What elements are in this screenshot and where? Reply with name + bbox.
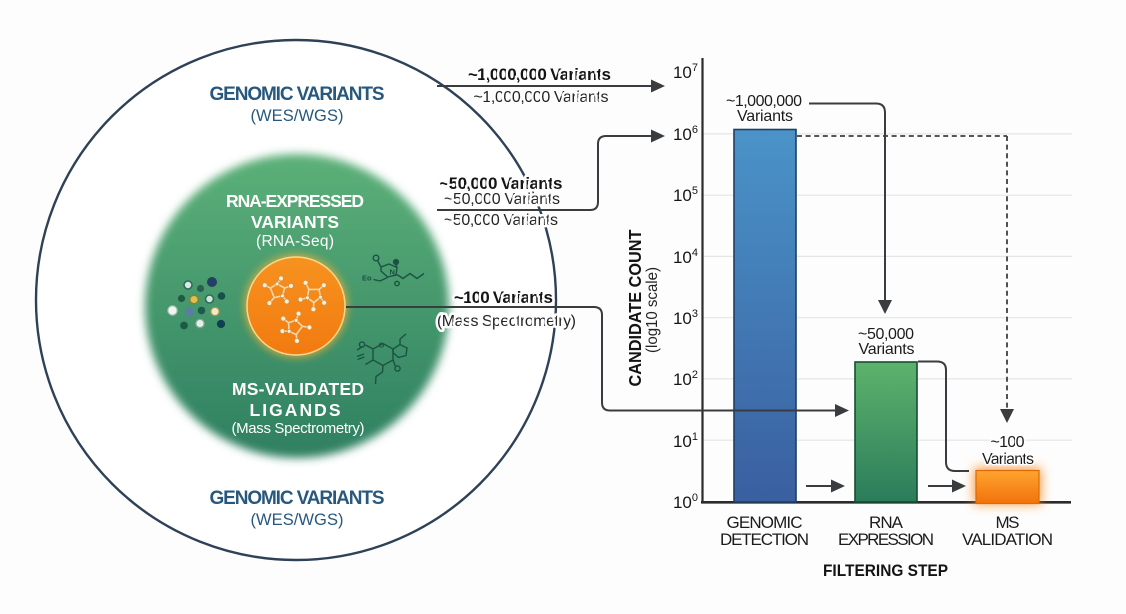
svg-text:~1,000,000 Variants: ~1,000,000 Variants (468, 65, 611, 84)
svg-text:RNA-EXPRESSED: RNA-EXPRESSED (226, 191, 364, 211)
svg-text:RNA: RNA (869, 513, 904, 532)
svg-text:~100 Variants: ~100 Variants (454, 288, 553, 307)
svg-text:FILTERING STEP: FILTERING STEP (823, 561, 948, 580)
svg-text:~1,000,000: ~1,000,000 (726, 93, 802, 110)
svg-text:Variants: Variants (859, 341, 915, 358)
svg-text:VARIANTS: VARIANTS (251, 212, 339, 232)
svg-text:~100: ~100 (991, 434, 1025, 451)
svg-text:102: 102 (673, 369, 698, 389)
svg-text:GENOMIC VARIANTS: GENOMIC VARIANTS (210, 84, 385, 105)
svg-text:(Mass Spectrometry): (Mass Spectrometry) (437, 313, 576, 330)
svg-text:106: 106 (673, 124, 698, 144)
svg-text:103: 103 (673, 308, 698, 328)
svg-text:(WES/WGS): (WES/WGS) (251, 511, 344, 529)
svg-text:LIGANDS: LIGANDS (250, 400, 341, 420)
svg-text:(Mass Spectrometry): (Mass Spectrometry) (232, 420, 365, 437)
svg-text:Variants: Variants (737, 108, 793, 125)
svg-text:100: 100 (673, 492, 698, 512)
svg-text:N: N (390, 268, 395, 277)
svg-text:O: O (379, 341, 385, 350)
svg-text:GENOMIC VARIANTS: GENOMIC VARIANTS (210, 488, 385, 509)
svg-text:GENOMIC: GENOMIC (727, 513, 803, 532)
svg-text:~1,000,000 Variants: ~1,000,000 Variants (474, 89, 609, 106)
svg-text:CANDIDATE COUNT: CANDIDATE COUNT (625, 229, 645, 386)
svg-text:(log10 scale): (log10 scale) (644, 267, 661, 353)
svg-text:~50,000 Variants: ~50,000 Variants (440, 174, 563, 193)
svg-text:DETECTION: DETECTION (720, 530, 809, 549)
svg-text:EXPRESSION: EXPRESSION (838, 530, 934, 549)
svg-text:~50,000 Variants: ~50,000 Variants (444, 191, 560, 208)
svg-text:Variants: Variants (982, 451, 1034, 468)
svg-text:Eo: Eo (362, 274, 372, 283)
svg-text:105: 105 (673, 185, 698, 205)
svg-text:~50,000 Variants: ~50,000 Variants (444, 212, 558, 229)
svg-text:104: 104 (673, 247, 698, 267)
svg-text:MS-VALIDATED: MS-VALIDATED (232, 379, 364, 399)
svg-text:(RNA-Seq): (RNA-Seq) (256, 233, 334, 250)
svg-text:(WES/WGS): (WES/WGS) (251, 107, 344, 125)
svg-text:~50,000: ~50,000 (858, 326, 914, 343)
svg-text:107: 107 (673, 62, 698, 82)
svg-text:VALIDATION: VALIDATION (962, 530, 1053, 549)
svg-text:101: 101 (673, 431, 698, 451)
svg-text:MS: MS (996, 513, 1020, 532)
